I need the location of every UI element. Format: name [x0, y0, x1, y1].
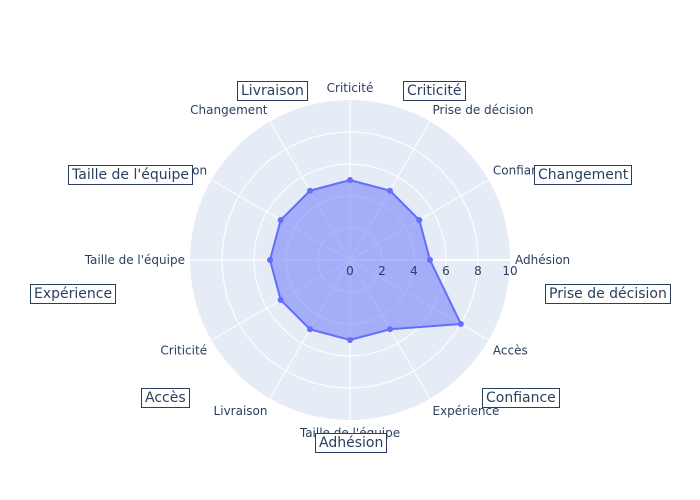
- trace-point: [277, 297, 284, 303]
- trace-points: [267, 177, 464, 343]
- trace-point: [457, 321, 464, 327]
- trace-point: [267, 257, 273, 263]
- angular-axis-label: Prise de décision: [433, 103, 534, 117]
- trace-point: [387, 187, 393, 194]
- trace-point: [347, 177, 353, 183]
- annotation-criticite: Criticité: [403, 81, 466, 101]
- trace-point: [387, 326, 393, 333]
- annotation-adhesion: Adhésion: [315, 433, 388, 453]
- angular-axis-label: Adhésion: [515, 253, 570, 267]
- trace-point: [347, 337, 353, 343]
- annotation-experience: Expérience: [30, 284, 117, 304]
- annotation-changement: Changement: [534, 165, 633, 185]
- angular-axis-label: Taille de l'équipe: [84, 253, 185, 267]
- radial-tick-label: 4: [410, 264, 418, 278]
- annotation-livraison: Livraison: [237, 81, 308, 101]
- angular-axis-label: Livraison: [214, 404, 268, 418]
- radial-tick-labels: 0 2 4 6 8 10: [346, 264, 517, 278]
- annotation-taille-de-lequipe: Taille de l'équipe: [68, 165, 193, 185]
- radial-tick-label: 6: [442, 264, 450, 278]
- angular-axis-label: Changement: [190, 103, 268, 117]
- annotation-acces: Accès: [141, 388, 190, 408]
- radial-tick-label: 10: [502, 264, 517, 278]
- angular-axis-label: Criticité: [160, 344, 207, 358]
- trace-point: [416, 217, 423, 223]
- annotation-confiance: Confiance: [482, 388, 560, 408]
- angular-axis-label: Criticité: [327, 81, 374, 95]
- angular-axis-label: Accès: [493, 344, 528, 358]
- trace-point: [307, 326, 313, 333]
- radial-tick-label: 8: [474, 264, 482, 278]
- radial-tick-label: 0: [346, 264, 354, 278]
- trace-point: [277, 217, 284, 223]
- annotation-prise-de-decision: Prise de décision: [545, 284, 671, 304]
- trace-point: [307, 187, 313, 194]
- trace-point: [427, 257, 433, 263]
- radial-tick-label: 2: [378, 264, 386, 278]
